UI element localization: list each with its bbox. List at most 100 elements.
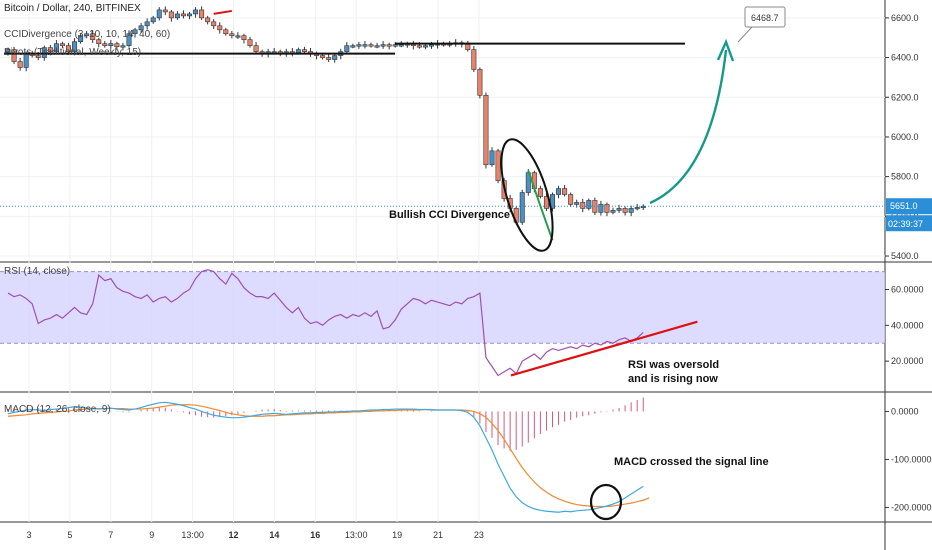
projection-arrow — [649, 49, 728, 205]
last-price-badge — [886, 198, 932, 215]
candle-body — [640, 205, 646, 209]
candle-body — [374, 45, 380, 48]
candle-body — [350, 45, 356, 48]
time-axis-label: 14 — [269, 530, 279, 540]
candle-body — [320, 55, 326, 58]
time-axis-label: 12 — [228, 530, 238, 540]
candle-body — [301, 49, 307, 52]
candle-body — [211, 21, 217, 27]
price-tick-label: 6600.0 — [891, 13, 919, 23]
candle-body — [235, 35, 241, 38]
candle-body — [114, 43, 120, 47]
candle-body — [386, 44, 392, 47]
macd-cross-circle — [589, 483, 623, 521]
rsi-line — [7, 269, 644, 377]
candle-body — [556, 188, 562, 195]
candle-body — [495, 150, 501, 181]
candle-body — [428, 44, 434, 47]
candle-body — [187, 13, 193, 17]
candle-body — [102, 43, 108, 46]
indicator-cci-label[interactable]: CCIDivergence (3, 10, 10, 14, 40, 60) — [4, 29, 171, 40]
candle-body — [326, 57, 332, 60]
time-axis-label: 5 — [67, 530, 72, 540]
candle-body — [598, 204, 604, 213]
rsi-tick-label: 20.0000 — [891, 356, 924, 366]
candle-body — [622, 208, 628, 213]
cci-divergence-stroke — [527, 170, 554, 241]
rsi-note-line1: RSI was oversold — [628, 359, 720, 371]
candle-body — [253, 45, 259, 52]
chart-title: Bitcoin / Dollar, 240, BITFINEX — [4, 3, 141, 14]
target-callout-box — [744, 6, 786, 28]
macd-tick-label: -200.0000 — [891, 502, 932, 512]
candle-body — [634, 207, 640, 210]
time-axis-label: 3 — [26, 530, 31, 540]
candle-body — [562, 188, 568, 195]
candle-body — [138, 25, 144, 31]
rsi-note-line2: and is rising now — [628, 373, 718, 385]
candle-body — [11, 49, 17, 62]
candle-body — [59, 43, 65, 46]
countdown-label: 02:39:37 — [888, 219, 923, 229]
price-tick-label: 5400.0 — [891, 251, 919, 261]
price-tick-label: 5800.0 — [891, 172, 919, 182]
candle-body — [66, 45, 72, 52]
candle-body — [356, 44, 362, 47]
candle-body — [132, 29, 138, 35]
candle-body — [84, 33, 90, 37]
candle-body — [17, 61, 23, 68]
rsi-tick-label: 40.0000 — [891, 320, 924, 330]
candle-body — [616, 208, 622, 211]
candle-body — [604, 204, 610, 213]
candle-body — [471, 49, 477, 70]
candle-body — [47, 47, 53, 52]
candle-body — [193, 9, 199, 15]
candle-body — [78, 35, 84, 42]
candle-body — [344, 45, 350, 52]
candle-body — [477, 69, 483, 96]
macd-title[interactable]: MACD (12, 26, close, 9) — [4, 404, 111, 415]
cci-divergence-note: Bullish CCI Divergence — [389, 209, 511, 221]
cci-mark-red — [213, 9, 233, 15]
time-axis-label: 9 — [149, 530, 154, 540]
candle-body — [53, 43, 59, 52]
projection-arrow-head — [716, 38, 735, 62]
rsi-band — [0, 271, 885, 344]
divergence-circle — [500, 138, 554, 252]
candle-body — [362, 44, 368, 47]
time-axis-label: 13:00 — [345, 530, 368, 540]
candle-body — [380, 44, 386, 47]
candle-body — [537, 188, 543, 197]
candle-body — [199, 9, 205, 19]
macd-line — [7, 401, 644, 513]
macd-tick-label: 0.0000 — [891, 406, 919, 416]
candle-body — [162, 9, 168, 13]
candle-body — [580, 202, 586, 209]
candle-body — [610, 210, 616, 213]
candle-body — [35, 55, 41, 58]
candle-body — [180, 13, 186, 17]
time-axis-label: 19 — [392, 530, 402, 540]
macd-tick-label: -100.0000 — [891, 454, 932, 464]
candle-body — [205, 17, 211, 23]
price-tick-label: 6200.0 — [891, 92, 919, 102]
countdown-badge — [886, 215, 932, 232]
candle-body — [295, 49, 301, 53]
time-axis-label: 23 — [474, 530, 484, 540]
candle-body — [241, 35, 247, 41]
candle-body — [126, 33, 132, 46]
rsi-trendline — [510, 320, 698, 377]
rsi-title[interactable]: RSI (14, close) — [4, 266, 71, 277]
target-callout-label: 6468.7 — [751, 13, 779, 23]
candle-body — [489, 150, 495, 166]
indicator-pivots-label[interactable]: Pivots (Traditional, Weekly, 15) — [4, 47, 142, 58]
time-axis-label: 7 — [108, 530, 113, 540]
candle-body — [120, 45, 126, 48]
candle-body — [519, 192, 525, 223]
candle-body — [422, 45, 428, 48]
candle-body — [368, 44, 374, 47]
candle-body — [586, 200, 592, 209]
time-axis-label: 16 — [310, 530, 320, 540]
candle-body — [416, 45, 422, 48]
candle-body — [168, 11, 174, 19]
